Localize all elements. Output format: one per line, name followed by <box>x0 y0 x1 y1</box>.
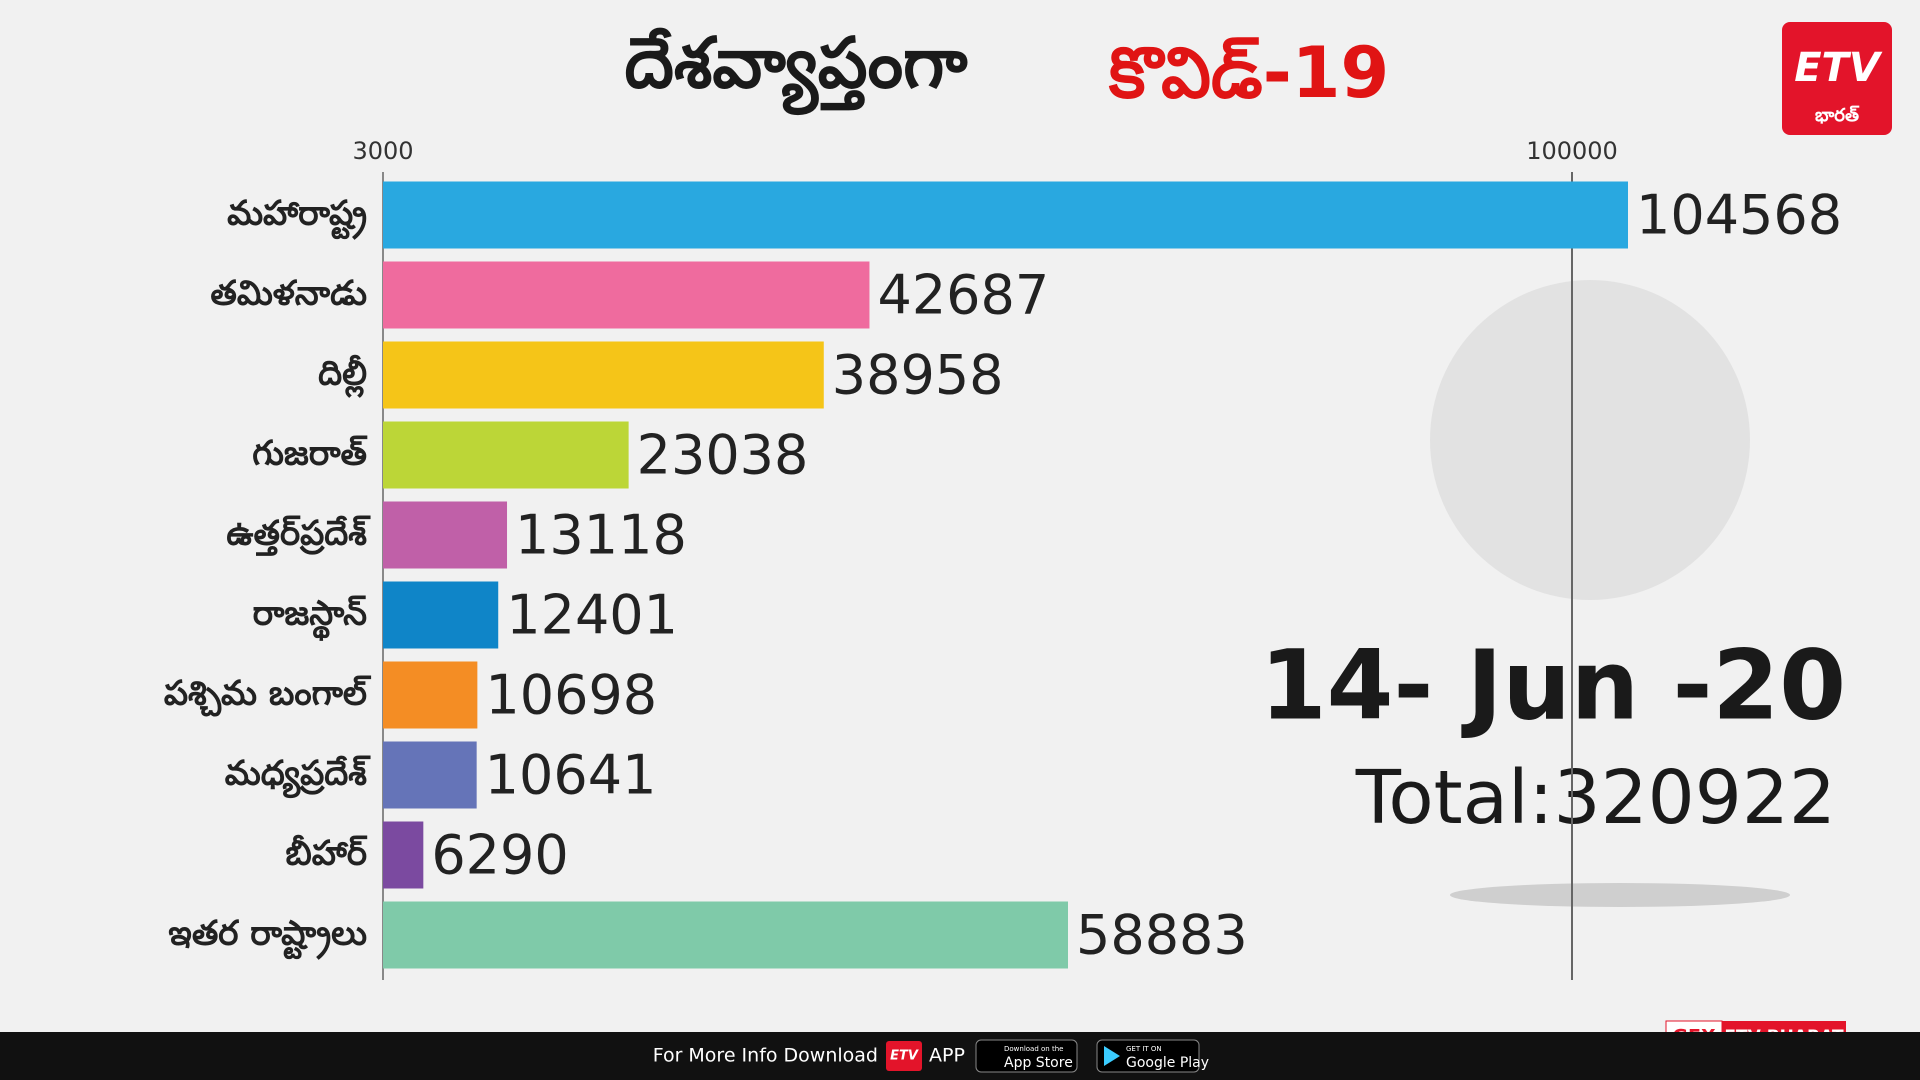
app-store: App Store <box>1004 1055 1073 1071</box>
value-label: 6290 <box>431 824 568 887</box>
app-store-small: Download on the <box>1004 1045 1063 1053</box>
value-label: 12401 <box>506 584 678 647</box>
total: Total:320922 <box>1355 755 1836 841</box>
value-label: 10698 <box>485 664 657 727</box>
bar <box>383 501 508 569</box>
value-label: 10641 <box>485 744 657 807</box>
footer-logo <box>886 1041 922 1071</box>
footer-text: For More Info Download <box>653 1045 878 1067</box>
bar <box>383 821 424 889</box>
shadow <box>1450 883 1790 907</box>
total-value: 320922 <box>1554 755 1837 841</box>
footer-bar <box>0 1032 1920 1080</box>
bar <box>383 741 477 809</box>
date: 14- Jun -20 <box>1260 629 1846 741</box>
logo-text: భారత్ <box>1815 105 1860 126</box>
bar <box>383 581 499 649</box>
chart-subtitle: కొవిడ్-19 <box>1108 32 1389 114</box>
bar <box>383 421 629 489</box>
bar <box>383 261 870 329</box>
footer-logo-text: ETV <box>890 1049 919 1064</box>
total-label: Total: <box>1355 755 1554 841</box>
y-tick-label: దిల్లీ <box>318 354 367 399</box>
y-tick-label: ఇతర రాష్ట్రాలు <box>168 914 367 961</box>
value-label: 23038 <box>637 424 809 487</box>
google-play: Google Play <box>1126 1055 1209 1071</box>
play-icon <box>1104 1046 1120 1066</box>
virus-illustration <box>1430 280 1750 600</box>
google-play-small: GET IT ON <box>1126 1045 1162 1053</box>
y-tick-label: ఉత్తర్‌ప్రదేశ్ <box>226 514 371 557</box>
app-store-button[interactable] <box>975 1039 1078 1073</box>
x-tick-label: 100000 <box>1526 137 1618 165</box>
logo-mark: ETV <box>1794 45 1883 91</box>
value-label: 104568 <box>1636 184 1842 247</box>
bar <box>383 181 1628 249</box>
y-tick-label: మధ్యప్రదేశ్ <box>225 754 371 799</box>
bar <box>383 901 1068 969</box>
google-play-button[interactable] <box>1096 1039 1200 1073</box>
y-tick-label: పశ్చిమ బంగాల్ <box>164 674 372 717</box>
value-label: 13118 <box>515 504 687 567</box>
y-tick-label: తమిళనాడు <box>210 274 367 314</box>
logo-box <box>1782 22 1892 135</box>
value-label: 42687 <box>877 264 1049 327</box>
bar <box>383 661 478 729</box>
value-label: 58883 <box>1076 904 1248 967</box>
y-tick-label: మహారాష్ట్ర <box>227 194 367 241</box>
footer-app: APP <box>929 1045 965 1067</box>
value-label: 38958 <box>832 344 1004 407</box>
chart-title: దేశవ్యాప్తంగా <box>624 22 968 116</box>
x-tick-label: 3000 <box>352 137 413 165</box>
y-tick-label: గుజరాత్ <box>252 434 367 474</box>
y-tick-label: బీహార్ <box>286 834 368 874</box>
bar <box>383 341 824 409</box>
